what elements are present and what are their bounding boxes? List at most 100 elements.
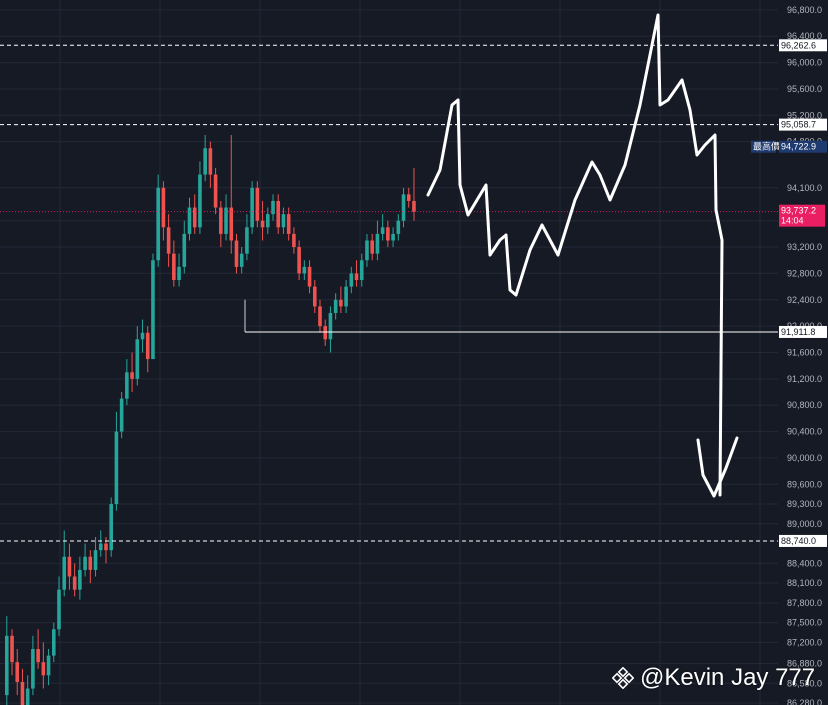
candle (20, 668, 25, 705)
candle-body (354, 273, 359, 281)
candle-body (78, 569, 82, 590)
candle (349, 266, 354, 294)
y-axis: 96,800.0 96,400.0 96,000.0 95,600.0 95,200.0… (778, 0, 828, 705)
arrow-head-icon[interactable] (696, 436, 739, 498)
candle-body (5, 635, 9, 696)
watermark-text: @Kevin Jay 777 (640, 664, 816, 691)
candle-body (10, 635, 14, 663)
candle-body (104, 543, 108, 551)
candle-body (234, 240, 239, 267)
candle (10, 629, 14, 676)
candle-body (229, 207, 234, 241)
candle-body (62, 556, 67, 590)
candle-body (396, 220, 401, 234)
level-label: 96,262.6 (781, 40, 816, 50)
candle (98, 530, 103, 557)
level-label: 95,058.7 (781, 120, 816, 130)
candle-body (333, 299, 338, 313)
candle-body (245, 227, 249, 254)
candle-body (130, 372, 134, 379)
grid (0, 0, 778, 705)
candle-body (239, 253, 244, 267)
candle-body (88, 556, 93, 570)
candle-body (172, 253, 176, 281)
candle-body (151, 260, 155, 360)
level-label-bg (779, 118, 827, 131)
candle-body (83, 556, 87, 570)
candle-body (219, 207, 223, 234)
candle (380, 214, 385, 241)
candle (156, 174, 160, 267)
candle-body (370, 240, 374, 254)
candle-body (114, 431, 119, 505)
freehand-forecast-path[interactable] (426, 13, 724, 497)
candle (31, 635, 35, 696)
binance-logo-icon (612, 667, 634, 689)
candle-body (286, 214, 291, 234)
candle-body (281, 214, 286, 228)
candle (177, 253, 181, 287)
candle-body (349, 273, 354, 287)
current-price-label-bg (779, 204, 825, 227)
level-label-bg (779, 39, 827, 52)
candle (140, 319, 145, 353)
candle (297, 240, 301, 281)
candle-body (386, 227, 390, 241)
candle (41, 642, 46, 689)
candle-body (255, 187, 260, 221)
y-tick-label: 89,300.0 (787, 499, 822, 509)
candle (234, 233, 239, 274)
high-marker-tag: 最高價 (753, 141, 780, 152)
y-tick-label: 95,600.0 (787, 84, 822, 94)
candle-body (119, 398, 124, 432)
candle (172, 240, 176, 287)
candle (224, 194, 228, 241)
candle-body (307, 266, 312, 287)
high-marker-tag-bg (751, 140, 776, 153)
candle (312, 280, 317, 313)
candle-body (271, 200, 275, 215)
y-tick-label: 91,200.0 (787, 374, 822, 384)
candle-body (344, 286, 348, 307)
candle (15, 648, 20, 696)
candle (229, 135, 234, 254)
y-tick-label: 92,800.0 (787, 268, 822, 278)
candle (161, 181, 166, 241)
candle-body (266, 214, 270, 228)
candle (36, 629, 40, 669)
y-tick-label: 88,400.0 (787, 558, 822, 568)
candle (365, 233, 369, 267)
candle-body (187, 207, 192, 234)
current-price-label: 93,737.2 (781, 206, 816, 216)
candle-body (31, 648, 35, 689)
candle (219, 200, 223, 248)
candle (62, 530, 67, 597)
candle (412, 168, 416, 221)
candle-body (145, 332, 150, 360)
candle (391, 227, 395, 248)
candle (359, 253, 364, 287)
candle (192, 194, 197, 234)
y-tick-label: 89,600.0 (787, 479, 822, 489)
high-marker-value: 94,722.9 (781, 142, 816, 152)
candle (375, 220, 380, 261)
candle (51, 622, 56, 663)
candle-body (25, 688, 30, 705)
candle (166, 214, 171, 267)
candle-body (93, 550, 98, 570)
candle (354, 260, 359, 287)
candle (307, 260, 312, 294)
y-tick-label: 87,200.0 (787, 637, 822, 647)
candle-body (224, 207, 228, 234)
candle (245, 214, 249, 261)
candle-body (318, 306, 322, 327)
y-tick-label: 89,000.0 (787, 519, 822, 529)
candle (182, 220, 187, 274)
y-tick-label: 94,100.0 (787, 183, 822, 193)
y-tick-label: 90,400.0 (787, 427, 822, 437)
candle-body (15, 662, 20, 682)
candle (302, 260, 307, 281)
candle-body (166, 227, 171, 254)
candle (286, 207, 291, 241)
